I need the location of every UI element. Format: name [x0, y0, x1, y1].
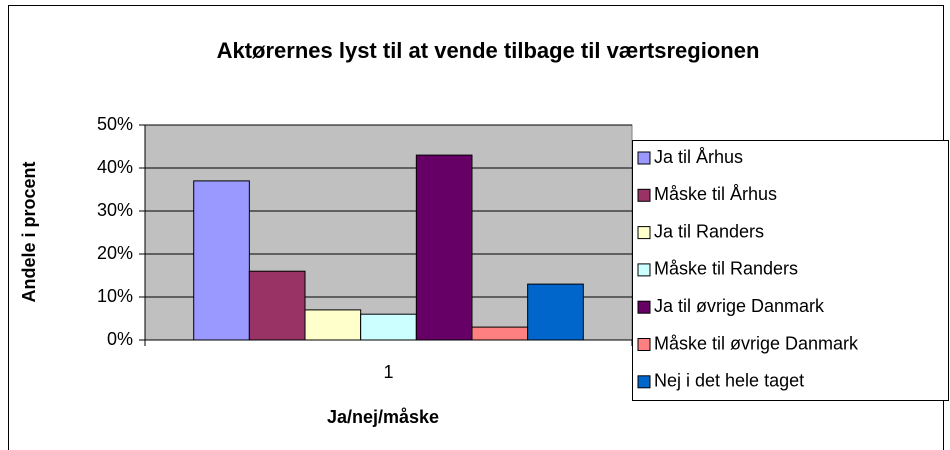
legend-box: [632, 140, 949, 401]
legend-label: Ja til Randers: [654, 221, 764, 241]
legend-label: Måske til Randers: [654, 259, 798, 279]
legend-swatch: [637, 375, 651, 389]
legend-swatch: [637, 263, 651, 277]
y-tick-label: 30%: [97, 200, 133, 220]
bar: [304, 309, 362, 341]
legend-label: Måske til Århus: [654, 184, 777, 204]
legend-label: Ja til Århus: [654, 147, 743, 167]
chart-title: Aktørernes lyst til at vende tilbage til…: [217, 38, 760, 63]
bar: [248, 270, 306, 341]
y-tick-label: 0%: [107, 329, 133, 349]
legend-swatch: [637, 188, 651, 202]
legend-swatch: [637, 300, 651, 314]
legend-swatch: [637, 226, 651, 240]
bar: [527, 283, 584, 341]
legend-label: Nej i det hele taget: [654, 371, 804, 391]
x-axis-label: Ja/nej/måske: [327, 407, 439, 427]
y-tick-label: 20%: [97, 243, 133, 263]
legend-swatch: [637, 338, 651, 351]
x-tick-label: 1: [383, 362, 393, 382]
bar: [193, 180, 250, 341]
legend-swatch: [637, 151, 651, 165]
bar: [415, 154, 473, 341]
y-tick-label: 40%: [97, 157, 133, 177]
y-tick-label: 10%: [97, 286, 133, 306]
legend-label: Måske til øvrige Danmark: [654, 333, 859, 353]
y-tick-label: 50%: [97, 114, 133, 134]
bar: [360, 313, 417, 341]
bar: [471, 326, 529, 341]
y-axis-label: Andele i procent: [19, 161, 39, 302]
legend-label: Ja til øvrige Danmark: [654, 296, 825, 316]
